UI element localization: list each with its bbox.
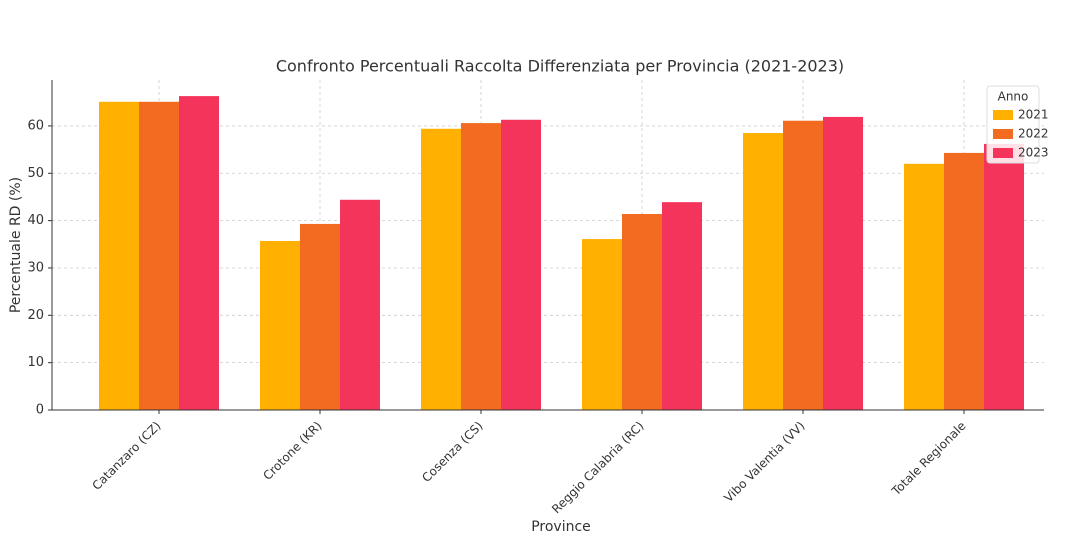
bar bbox=[300, 223, 340, 410]
y-tick-label: 20 bbox=[27, 308, 44, 323]
y-tick-label: 10 bbox=[27, 355, 44, 370]
legend-label: 2022 bbox=[1018, 127, 1049, 141]
x-tick-label: Catanzaro (CZ) bbox=[89, 419, 163, 493]
bar bbox=[260, 240, 300, 410]
bar bbox=[340, 199, 380, 410]
legend-label: 2023 bbox=[1018, 146, 1049, 160]
bar bbox=[501, 119, 541, 410]
y-tick-label: 30 bbox=[27, 260, 44, 275]
x-tick-label: Reggio Calabria (RC) bbox=[549, 419, 646, 516]
bar bbox=[622, 213, 662, 410]
legend-swatch bbox=[993, 148, 1013, 158]
bar bbox=[783, 120, 823, 411]
x-tick-label: Vibo Valentia (VV) bbox=[721, 419, 807, 505]
legend-title: Anno bbox=[998, 90, 1029, 104]
y-tick-label: 50 bbox=[27, 166, 44, 181]
bar bbox=[662, 202, 702, 410]
y-tick-label: 60 bbox=[27, 118, 44, 133]
chart-title: Confronto Percentuali Raccolta Differenz… bbox=[276, 57, 844, 76]
bar bbox=[743, 133, 783, 410]
y-tick-label: 40 bbox=[27, 213, 44, 228]
bar bbox=[823, 116, 863, 411]
legend-label: 2021 bbox=[1018, 108, 1049, 122]
bar bbox=[582, 239, 622, 410]
x-tick-label: Crotone (KR) bbox=[260, 419, 324, 483]
bar bbox=[904, 163, 944, 410]
legend-swatch bbox=[993, 129, 1013, 139]
x-tick-label: Totale Regionale bbox=[888, 419, 968, 499]
legend-swatch bbox=[993, 110, 1013, 120]
bar bbox=[139, 101, 179, 410]
bar bbox=[421, 128, 461, 410]
bar bbox=[944, 152, 984, 410]
bar bbox=[179, 96, 219, 410]
y-tick-label: 0 bbox=[36, 403, 44, 418]
legend-box bbox=[986, 85, 1040, 164]
bar bbox=[461, 123, 501, 410]
bar bbox=[984, 143, 1024, 410]
y-axis-label: Percentuale RD (%) bbox=[8, 177, 24, 313]
bar bbox=[99, 101, 139, 410]
x-tick-label: Cosenza (CS) bbox=[419, 419, 485, 485]
x-axis-label: Province bbox=[531, 519, 591, 535]
